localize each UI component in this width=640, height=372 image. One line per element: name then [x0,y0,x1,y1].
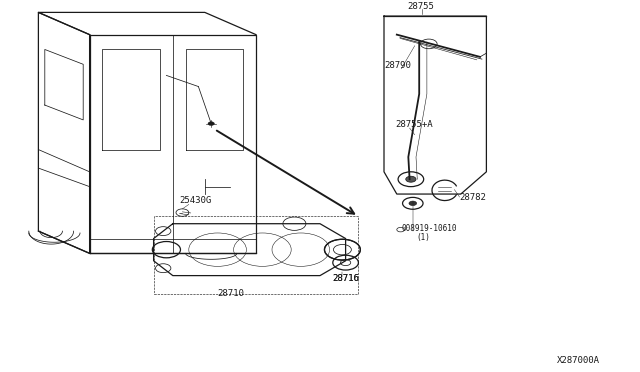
Text: 28710: 28710 [218,289,244,298]
Text: 28755+A: 28755+A [396,120,433,129]
Text: 28782: 28782 [460,193,486,202]
Text: 28716: 28716 [333,274,360,283]
Circle shape [208,122,214,125]
Text: 28755: 28755 [408,2,435,11]
Text: 28716: 28716 [333,274,360,283]
Text: (1): (1) [416,233,430,243]
Circle shape [406,176,416,182]
Text: X287000A: X287000A [557,356,600,365]
Text: 008919-10610: 008919-10610 [402,224,458,233]
Text: 25430G: 25430G [179,196,211,205]
Text: 28790: 28790 [384,61,411,70]
Circle shape [409,201,417,206]
